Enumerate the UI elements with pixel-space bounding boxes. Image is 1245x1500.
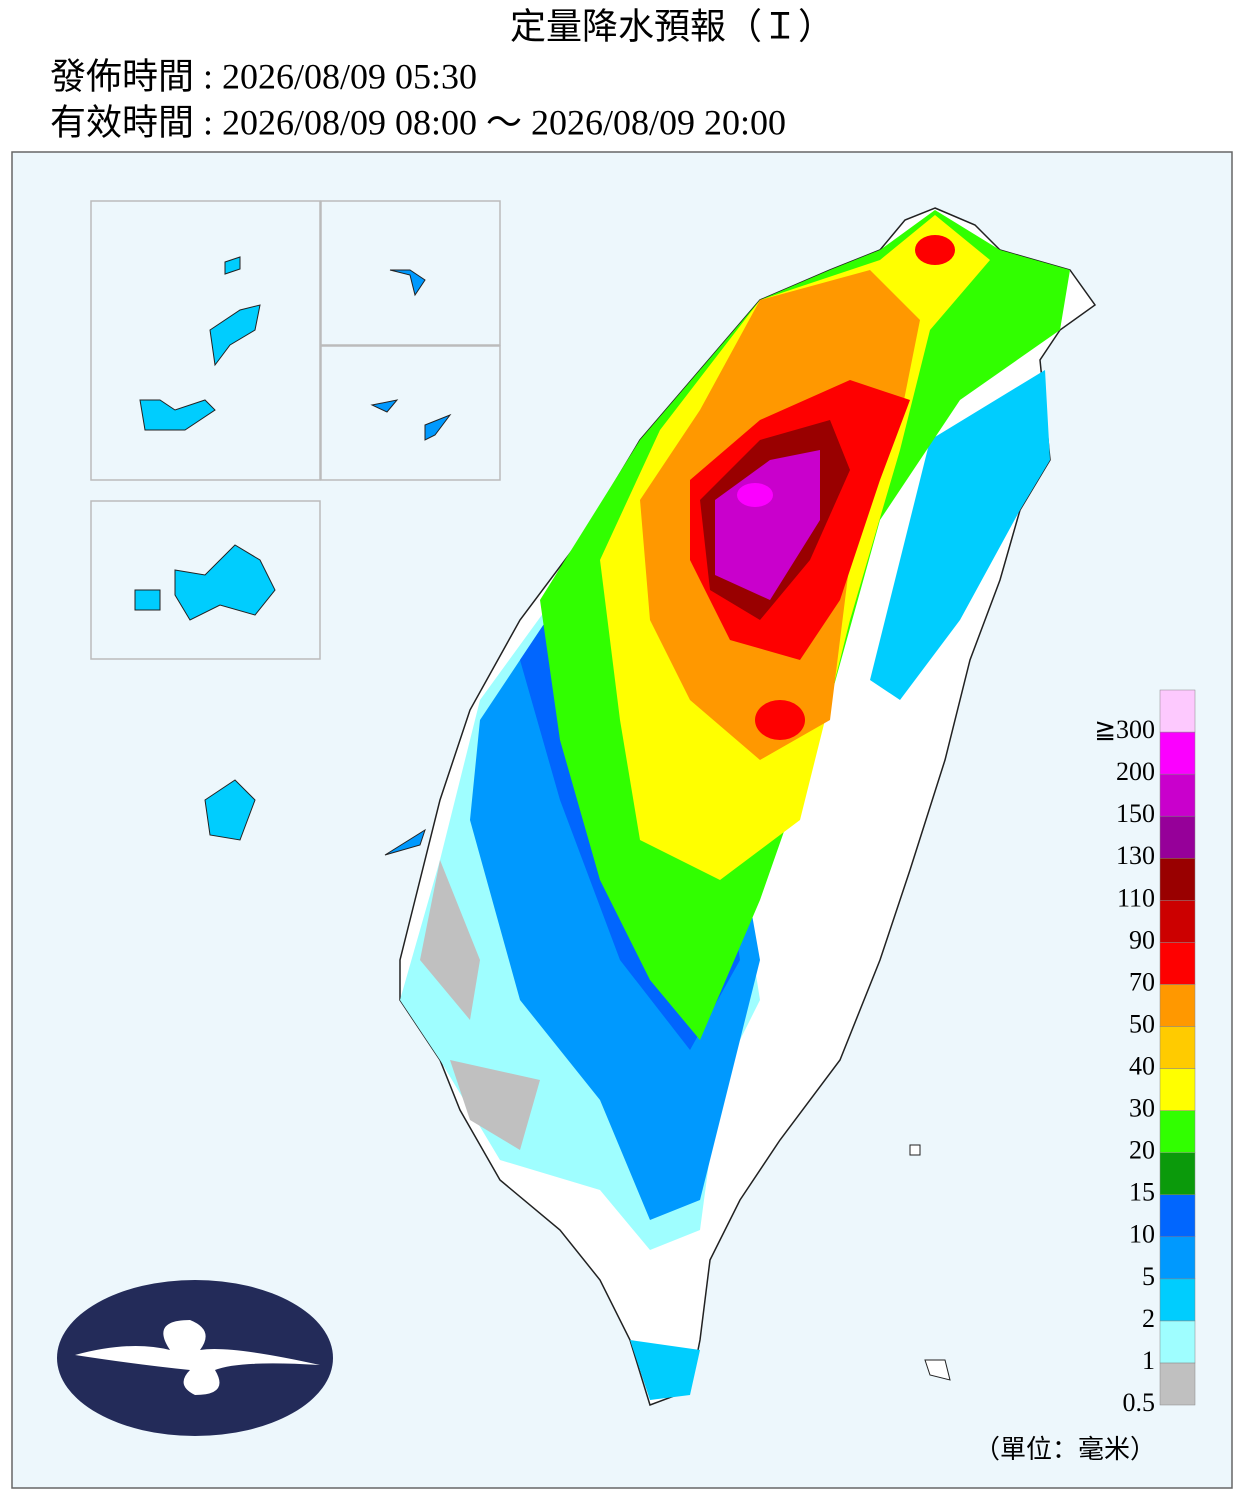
legend-swatch — [1159, 773, 1196, 817]
legend-label: 5 — [1142, 1262, 1155, 1291]
legend-swatch — [1159, 1110, 1196, 1153]
legend-label: 40 — [1129, 1051, 1155, 1080]
legend-swatch — [1159, 984, 1196, 1027]
legend-swatch — [1159, 1320, 1196, 1364]
legend-swatch — [1159, 1278, 1196, 1322]
legend-label: 1 — [1142, 1346, 1155, 1375]
unit-label: （單位：毫米） — [974, 1435, 1156, 1464]
islands — [134, 256, 951, 1381]
legend-swatch — [1159, 1194, 1196, 1238]
legend-swatch — [1159, 689, 1196, 733]
legend-swatch — [1159, 857, 1196, 901]
legend-label: 50 — [1129, 1009, 1155, 1038]
legend-swatch — [1159, 1152, 1196, 1195]
legend-swatch — [1159, 1068, 1196, 1111]
legend-label: 0.5 — [1123, 1388, 1156, 1417]
legend-label: 10 — [1129, 1220, 1155, 1249]
legend-label: ≧300 — [1094, 715, 1155, 744]
legend-label: 15 — [1129, 1178, 1155, 1207]
legend-label: 30 — [1129, 1094, 1155, 1123]
legend-swatch — [1159, 900, 1196, 943]
issue-time: 發佈時間 : 2026/08/09 05:30 — [50, 56, 477, 96]
inset-boxes — [90, 200, 501, 660]
legend-label: 130 — [1116, 841, 1155, 870]
valid-time: 有效時間 : 2026/08/09 08:00 ～ 2026/08/09 20:… — [50, 102, 786, 142]
legend-label: 150 — [1116, 799, 1155, 828]
legend-label: 200 — [1116, 757, 1155, 786]
cwa-logo — [57, 1280, 333, 1436]
legend-swatch — [1159, 731, 1196, 775]
legend-swatch — [1159, 942, 1196, 985]
legend: 0.5 1 2 5 10 15 20 30 40 50 70 90 110 130 150 200 ≧300 — [1094, 689, 1196, 1417]
legend-swatch — [1159, 1362, 1196, 1406]
legend-swatch — [1159, 1026, 1196, 1069]
legend-label: 70 — [1129, 967, 1155, 996]
rain-zones — [400, 210, 1070, 1400]
legend-label: 20 — [1129, 1136, 1155, 1165]
legend-label: 2 — [1142, 1304, 1155, 1333]
legend-label: 90 — [1129, 925, 1155, 954]
map-title: 定量降水預報（Ｉ） — [510, 6, 834, 46]
legend-swatch — [1159, 815, 1196, 859]
legend-swatch — [1159, 1236, 1196, 1280]
legend-label: 110 — [1117, 883, 1155, 912]
